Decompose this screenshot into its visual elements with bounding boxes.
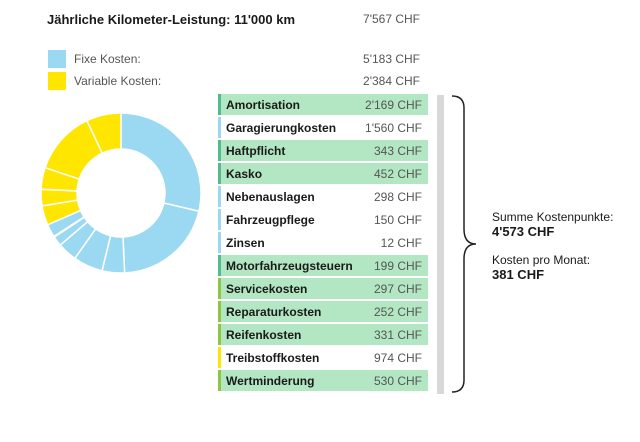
page-title: Jährliche Kilometer-Leistung: 11'000 km [47, 12, 296, 27]
cost-item-row[interactable]: Zinsen 12 CHF [218, 232, 428, 253]
cost-item-row[interactable]: Motorfahrzeugsteuern 199 CHF [218, 255, 428, 276]
cost-item-list: Amortisation 2'169 CHF Garagierungkosten 1'… [218, 94, 428, 393]
cost-item-row[interactable]: Haftpflicht 343 CHF [218, 140, 428, 161]
cost-item-name: Kasko [226, 167, 263, 181]
cost-item-name: Amortisation [226, 98, 301, 112]
cost-item-value: 252 CHF [373, 305, 422, 319]
cost-item-value: 452 CHF [373, 167, 422, 181]
cost-item-value: 331 CHF [373, 328, 422, 342]
cost-item-value: 199 CHF [373, 259, 422, 273]
month-label: Kosten pro Monat: [492, 253, 591, 267]
cost-item-name: Treibstoffkosten [226, 351, 320, 365]
donut-slice [122, 202, 200, 274]
legend-variable-swatch [48, 72, 66, 90]
cost-item-bar [218, 117, 221, 138]
cost-item-name: Wertminderung [226, 374, 315, 388]
cost-item-name: Fahrzeugpflege [226, 213, 315, 227]
cost-item-name: Reparaturkosten [226, 305, 322, 319]
cost-item-row[interactable]: Reifenkosten 331 CHF [218, 324, 428, 345]
cost-item-name: Servicekosten [226, 282, 308, 296]
total-cost: 7'567 CHF [363, 12, 420, 26]
donut-slice [85, 112, 122, 155]
scrollbar[interactable] [437, 95, 444, 394]
cost-item-row[interactable]: Fahrzeugpflege 150 CHF [218, 209, 428, 230]
cost-item-bar [218, 209, 221, 230]
legend-fixed-label: Fixe Kosten: [74, 52, 141, 66]
cost-item-value: 12 CHF [380, 236, 422, 250]
cost-item-name: Haftpflicht [226, 144, 286, 158]
cost-item-row[interactable]: Garagierungkosten 1'560 CHF [218, 117, 428, 138]
cost-item-row[interactable]: Treibstoffkosten 974 CHF [218, 347, 428, 368]
cost-item-value: 974 CHF [373, 351, 422, 365]
cost-item-value: 2'169 CHF [365, 98, 422, 112]
cost-item-name: Garagierungkosten [226, 121, 337, 135]
month-value: 381 CHF [492, 267, 545, 282]
cost-item-name: Zinsen [226, 236, 265, 250]
cost-item-value: 298 CHF [373, 190, 422, 204]
cost-item-value: 150 CHF [373, 213, 422, 227]
sum-value: 4'573 CHF [492, 224, 555, 239]
cost-item-value: 297 CHF [373, 282, 422, 296]
cost-item-bar [218, 140, 221, 161]
cost-item-row[interactable]: Nebenauslagen 298 CHF [218, 186, 428, 207]
cost-item-bar [218, 347, 221, 368]
cost-item-bar [218, 232, 221, 253]
sum-label: Summe Kostenpunkte: [492, 210, 614, 224]
legend-fixed-value: 5'183 CHF [363, 52, 420, 66]
cost-item-value: 1'560 CHF [365, 121, 422, 135]
legend-variable-value: 2'384 CHF [363, 74, 420, 88]
cost-item-row[interactable]: Wertminderung 530 CHF [218, 370, 428, 391]
cost-item-row[interactable]: Reparaturkosten 252 CHF [218, 301, 428, 322]
cost-item-name: Reifenkosten [226, 328, 302, 342]
cost-item-bar [218, 370, 221, 391]
curly-brace-icon [451, 95, 477, 393]
cost-item-bar [218, 278, 221, 299]
cost-item-bar [218, 186, 221, 207]
cost-item-bar [218, 255, 221, 276]
cost-item-row[interactable]: Amortisation 2'169 CHF [218, 94, 428, 115]
cost-item-bar [218, 163, 221, 184]
cost-item-name: Motorfahrzeugsteuern [226, 259, 353, 273]
donut-slice [120, 112, 202, 213]
cost-item-row[interactable]: Kasko 452 CHF [218, 163, 428, 184]
cost-item-bar [218, 94, 221, 115]
cost-item-bar [218, 301, 221, 322]
cost-item-value: 530 CHF [373, 374, 422, 388]
cost-item-bar [218, 324, 221, 345]
cost-item-value: 343 CHF [373, 144, 422, 158]
legend-fixed-swatch [48, 50, 66, 68]
cost-donut-chart [40, 112, 202, 274]
cost-item-name: Nebenauslagen [226, 190, 315, 204]
legend-variable-label: Variable Kosten: [74, 74, 162, 88]
cost-item-row[interactable]: Servicekosten 297 CHF [218, 278, 428, 299]
